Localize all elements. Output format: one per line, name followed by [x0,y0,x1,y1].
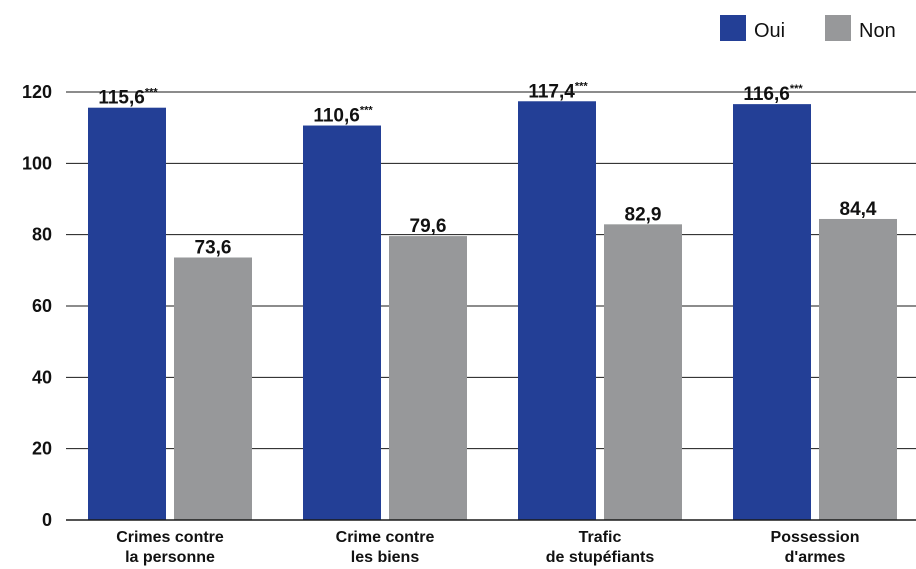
legend-swatch-oui [720,15,746,41]
significance-marker: *** [360,105,374,117]
bar-oui [518,101,596,521]
legend-swatch-non [825,15,851,41]
x-axis-categories: Crimes contre la personne Crime contre les … [116,529,859,566]
y-tick-label: 100 [22,153,52,173]
x-category-label: Possession d'armes [771,529,860,566]
data-label: 115,6*** [98,87,158,109]
data-label: 116,6*** [743,83,803,105]
bar-non [389,236,467,521]
significance-marker: *** [790,83,804,95]
y-tick-label: 20 [32,439,52,459]
bar-non [604,224,682,520]
x-category-label: Trafic de stupéfiants [546,529,655,566]
y-tick-label: 80 [32,225,52,245]
y-axis-ticks: 0 20 40 60 80 100 120 [22,82,52,530]
data-label: 73,6 [195,237,232,258]
bar-non [819,218,897,520]
data-label: 84,4 [840,199,877,220]
legend-label: Oui [754,20,785,42]
bar-non [174,257,252,520]
bar-oui [88,107,166,521]
x-category-label: Crime contre les biens [336,529,435,566]
y-tick-label: 120 [22,82,52,102]
data-label: 110,6*** [313,105,373,127]
value-labels: 115,6*** 110,6*** 117,4*** 116,6*** 73,6 79,6… [98,80,877,258]
data-label: 117,4*** [528,80,588,102]
bar-oui [303,125,381,520]
significance-marker: *** [145,87,159,99]
legend-label: Non [859,20,896,42]
legend: Oui Non [720,15,896,42]
y-tick-label: 40 [32,367,52,387]
significance-marker: *** [575,80,589,92]
data-label: 82,9 [625,204,662,225]
y-tick-label: 0 [42,510,52,530]
data-label: 79,6 [410,216,447,237]
x-category-label: Crimes contre la personne [116,529,224,566]
bars [88,101,897,521]
bar-oui [733,104,811,521]
y-tick-label: 60 [32,296,52,316]
